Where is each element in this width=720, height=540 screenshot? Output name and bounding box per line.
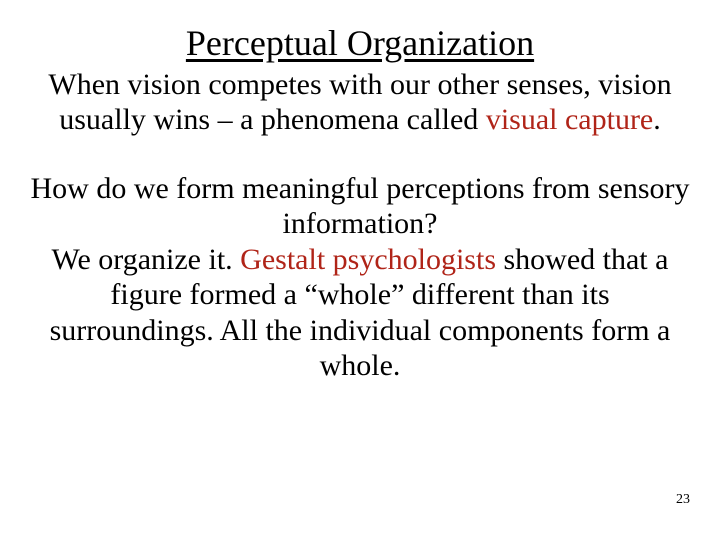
paragraph-1: When vision competes with our other sens… bbox=[0, 64, 720, 137]
para1-highlight: visual capture bbox=[486, 103, 653, 136]
paragraph-2: How do we form meaningful perceptions fr… bbox=[0, 137, 720, 383]
slide-title: Perceptual Organization bbox=[0, 0, 720, 64]
para1-text-2: . bbox=[653, 103, 661, 136]
para2-text-2: We organize it. bbox=[52, 243, 241, 276]
page-number: 23 bbox=[676, 492, 690, 508]
para2-highlight: Gestalt psychologists bbox=[240, 243, 496, 276]
para2-text-1: How do we form meaningful perceptions fr… bbox=[30, 172, 689, 240]
